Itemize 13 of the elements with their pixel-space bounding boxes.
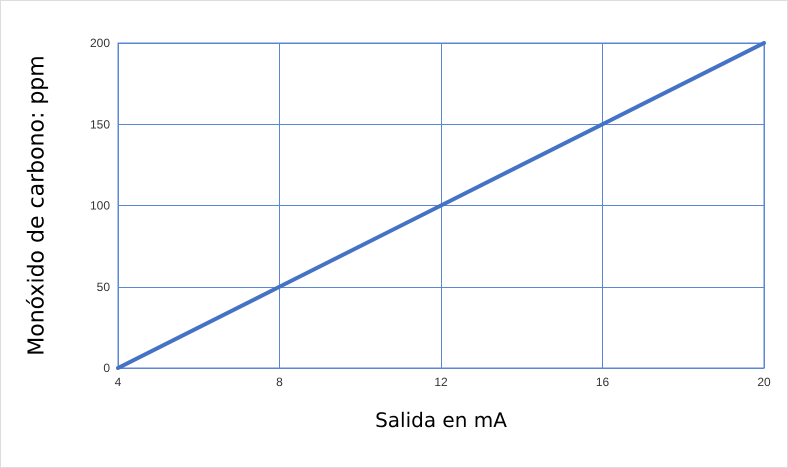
y-tick-label: 100: [90, 198, 110, 212]
y-tick-label: 0: [103, 361, 110, 375]
y-tick-label: 50: [96, 280, 110, 294]
y-axis-title: Monóxido de carbono: ppm: [24, 55, 50, 356]
x-tick-label: 12: [434, 375, 448, 389]
y-tick-label: 150: [90, 117, 110, 132]
x-tick-label: 16: [596, 375, 610, 389]
x-tick-label: 20: [757, 375, 771, 389]
line-series: [116, 41, 766, 370]
y-tick-label: 200: [90, 36, 110, 50]
x-axis-title: Salida en mA: [375, 408, 508, 432]
x-tick-label: 8: [276, 375, 284, 389]
x-tick-label: 4: [114, 375, 122, 389]
